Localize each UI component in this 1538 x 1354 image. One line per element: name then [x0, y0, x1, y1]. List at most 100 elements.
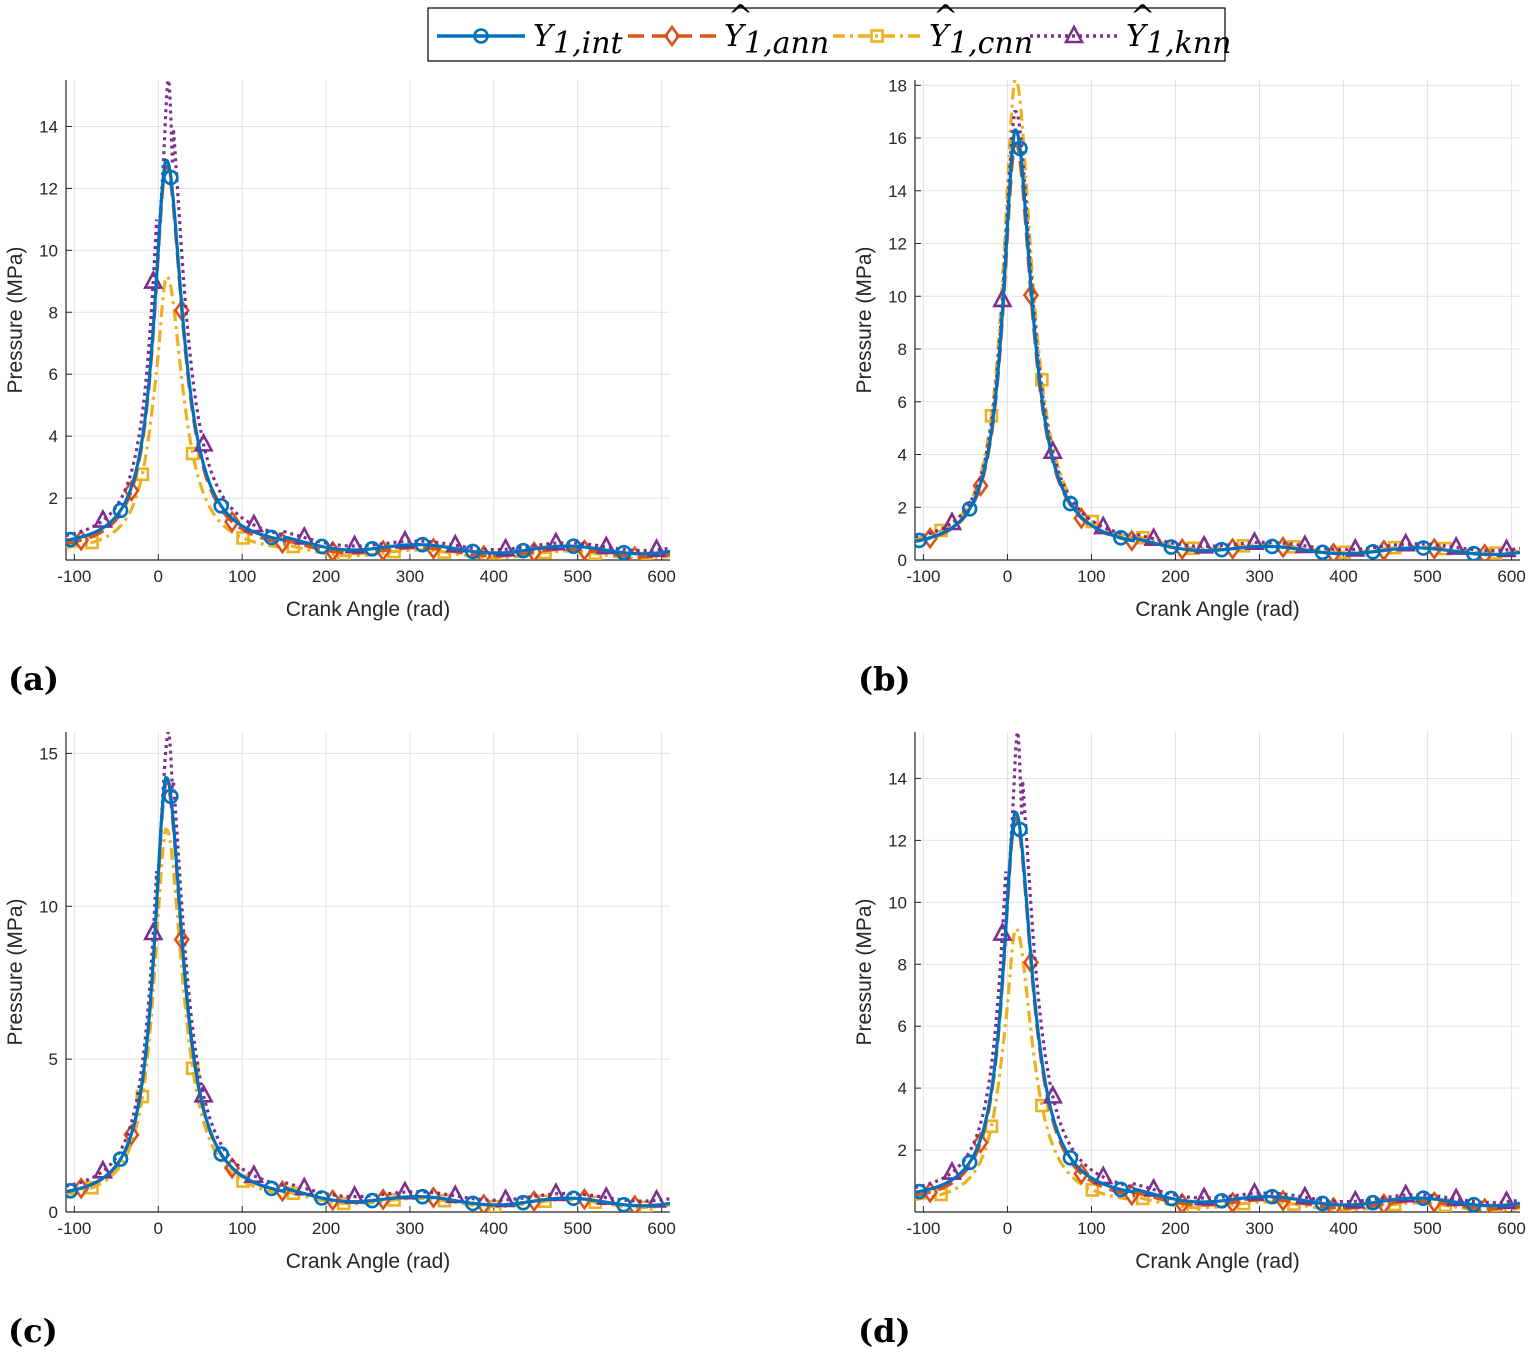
x-tick-label: -100 [906, 567, 940, 586]
data-point-int [1264, 538, 1280, 555]
data-point-knn [596, 535, 617, 555]
y-tick-label: 6 [898, 1017, 907, 1036]
data-point-int [1113, 1181, 1129, 1198]
series-line-knn [66, 80, 670, 553]
data-point-int [1314, 1195, 1331, 1212]
data-point-knn [1193, 1186, 1215, 1206]
data-point-int [1264, 1188, 1280, 1205]
data-point-int [414, 536, 431, 553]
x-tick-label: 400 [1329, 1219, 1357, 1238]
x-tick-label: 100 [1077, 567, 1105, 586]
data-point-int [112, 1151, 129, 1167]
y-tick-label: 14 [888, 769, 907, 788]
data-point-knn [1395, 1183, 1416, 1203]
y-tick-label: 16 [888, 129, 907, 148]
data-point-int [465, 1195, 481, 1212]
y-tick-label: 5 [49, 1050, 58, 1069]
data-point-int [961, 1154, 978, 1171]
series-line-knn [915, 732, 1520, 1205]
y-tick-label: 14 [39, 117, 58, 136]
x-tick-label: 600 [647, 1219, 675, 1238]
data-point-knn [344, 534, 365, 554]
series-line-ann [66, 164, 670, 559]
panel-label: (d) [858, 1312, 911, 1350]
data-point-cnn [1035, 1098, 1049, 1113]
panel-label: (b) [858, 660, 911, 698]
series-line-cnn [915, 927, 1520, 1212]
data-point-int [1062, 495, 1079, 512]
data-point-cnn [1085, 1183, 1100, 1197]
data-point-int [1012, 821, 1028, 838]
data-point-knn [1294, 534, 1316, 554]
data-point-cnn [1035, 372, 1049, 387]
y-tick-label: 6 [49, 365, 58, 384]
series-line-int [66, 157, 670, 556]
data-point-int [112, 502, 129, 519]
data-point-cnn [185, 1061, 200, 1076]
data-point-int [1465, 1196, 1482, 1212]
x-tick-label: 0 [154, 1219, 163, 1238]
y-tick-label: 10 [888, 287, 907, 306]
data-point-knn [143, 269, 164, 289]
x-tick-label: 300 [1245, 567, 1273, 586]
data-point-ann [123, 479, 140, 502]
legend-entry-cnn: Y^1,cnn [833, 0, 1033, 61]
y-tick-label: 10 [39, 897, 58, 916]
y-tick-label: 12 [888, 831, 907, 850]
y-tick-label: 10 [39, 241, 58, 260]
data-point-knn [646, 538, 667, 558]
legend-marker-diamond [663, 24, 681, 48]
data-point-int [1113, 529, 1129, 546]
data-point-knn [1294, 1185, 1316, 1205]
data-point-ann [972, 1131, 989, 1154]
data-point-ann [1073, 507, 1090, 530]
series-line-knn [66, 732, 670, 1203]
legend-label-ann: Y [724, 19, 747, 54]
data-point-knn [1244, 530, 1265, 550]
data-point-int [961, 501, 978, 517]
data-point-int [1213, 541, 1230, 558]
x-tick-label: 500 [1413, 567, 1441, 586]
panel-b: -100 0 100 200 300 400 500 600024681012141618Cr… [853, 76, 1526, 698]
y-axis-label: Pressure (MPa) [853, 246, 876, 393]
data-point-cnn [185, 446, 200, 461]
x-tick-label: 300 [1245, 1219, 1273, 1238]
data-point-int [213, 1146, 229, 1162]
data-point-knn [495, 537, 516, 557]
y-axis-label: Pressure (MPa) [4, 246, 27, 393]
data-point-int [1213, 1193, 1230, 1209]
data-point-int [1365, 543, 1381, 560]
y-tick-label: 12 [39, 179, 58, 198]
data-point-knn [1496, 1190, 1517, 1210]
x-tick-label: 400 [1329, 567, 1357, 586]
data-point-ann [123, 1123, 140, 1146]
data-point-knn [1143, 526, 1164, 547]
legend-box [427, 7, 1226, 62]
legend-entry-int: Y 1,int [437, 19, 624, 61]
plot-area [66, 732, 670, 1212]
data-point-int [1365, 1194, 1381, 1211]
y-tick-label: 0 [49, 1203, 58, 1222]
y-tick-label: 2 [898, 1141, 907, 1160]
x-axis-label: Crank Angle (rad) [1135, 1250, 1300, 1273]
legend-marker-circle [473, 28, 489, 44]
x-tick-label: 600 [1497, 1219, 1525, 1238]
legend-hat: ^ [728, 0, 753, 34]
panel-a: -100 0 100 200 300 400 500 600 2 4 6 8 10 12 14 Crank A… [4, 80, 676, 698]
y-tick-label: 6 [898, 393, 907, 412]
plot-area [66, 80, 670, 560]
y-axis-label: Pressure (MPa) [4, 898, 27, 1045]
data-point-int [163, 169, 179, 186]
data-point-int [565, 538, 582, 555]
y-tick-label: 18 [888, 76, 907, 95]
data-point-int [1163, 1190, 1180, 1207]
series-line-int [915, 128, 1520, 557]
series-line-cnn [915, 80, 1520, 555]
x-tick-label: 200 [312, 567, 340, 586]
data-point-ann [1073, 1162, 1090, 1186]
data-point-int [515, 1194, 531, 1211]
data-point-knn [545, 531, 567, 551]
panel-label: (a) [8, 660, 59, 698]
legend-subscript-ann: 1,ann [744, 26, 829, 61]
